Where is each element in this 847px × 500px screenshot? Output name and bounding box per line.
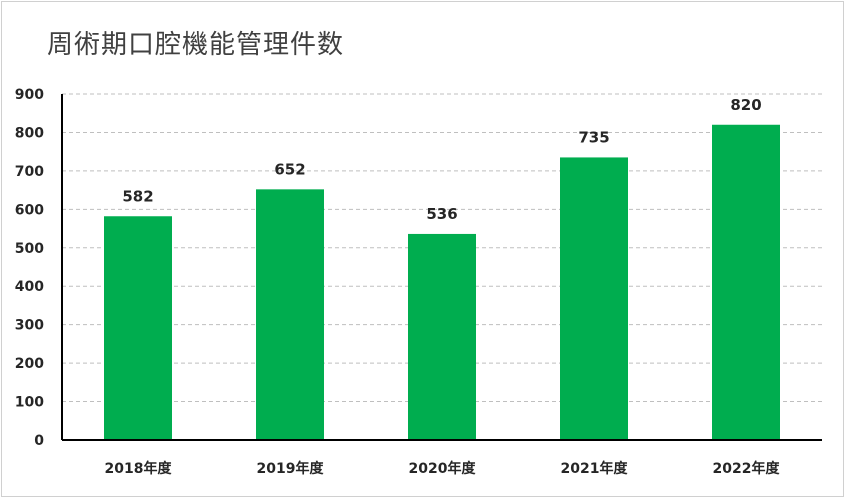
bar (104, 216, 172, 440)
data-labels: 582 652 536 735 820 (122, 96, 761, 223)
chart-title: 周術期口腔機能管理件数 (47, 30, 345, 60)
bar (408, 233, 476, 440)
y-tick-label: 300 (15, 318, 44, 334)
bar (712, 124, 780, 440)
x-tick-label: 2018年度 (105, 460, 173, 477)
data-label: 820 (730, 96, 761, 114)
x-tick-label: 2022年度 (713, 460, 781, 477)
x-axis-ticks: 2018年度 2019年度 2020年度 2021年度 2022年度 (105, 460, 781, 477)
bar-series (104, 124, 780, 440)
x-tick-label: 2019年度 (257, 460, 325, 477)
bar (560, 157, 628, 440)
data-label: 735 (578, 128, 609, 146)
bar (256, 189, 324, 440)
y-tick-label: 100 (15, 395, 44, 411)
y-tick-label: 0 (34, 433, 44, 449)
y-tick-label: 700 (15, 164, 44, 180)
data-label: 582 (122, 187, 153, 205)
x-tick-label: 2021年度 (561, 460, 629, 477)
y-tick-label: 400 (15, 279, 44, 295)
y-tick-label: 500 (15, 241, 44, 257)
data-label: 536 (426, 205, 457, 223)
y-tick-label: 600 (15, 202, 44, 218)
y-tick-label: 200 (15, 356, 44, 372)
y-tick-label: 800 (15, 125, 44, 141)
x-tick-label: 2020年度 (409, 460, 477, 477)
y-axis-ticks: 0 100 200 300 400 500 600 700 800 900 (15, 87, 44, 449)
data-label: 652 (274, 160, 305, 178)
y-tick-label: 900 (15, 87, 44, 103)
